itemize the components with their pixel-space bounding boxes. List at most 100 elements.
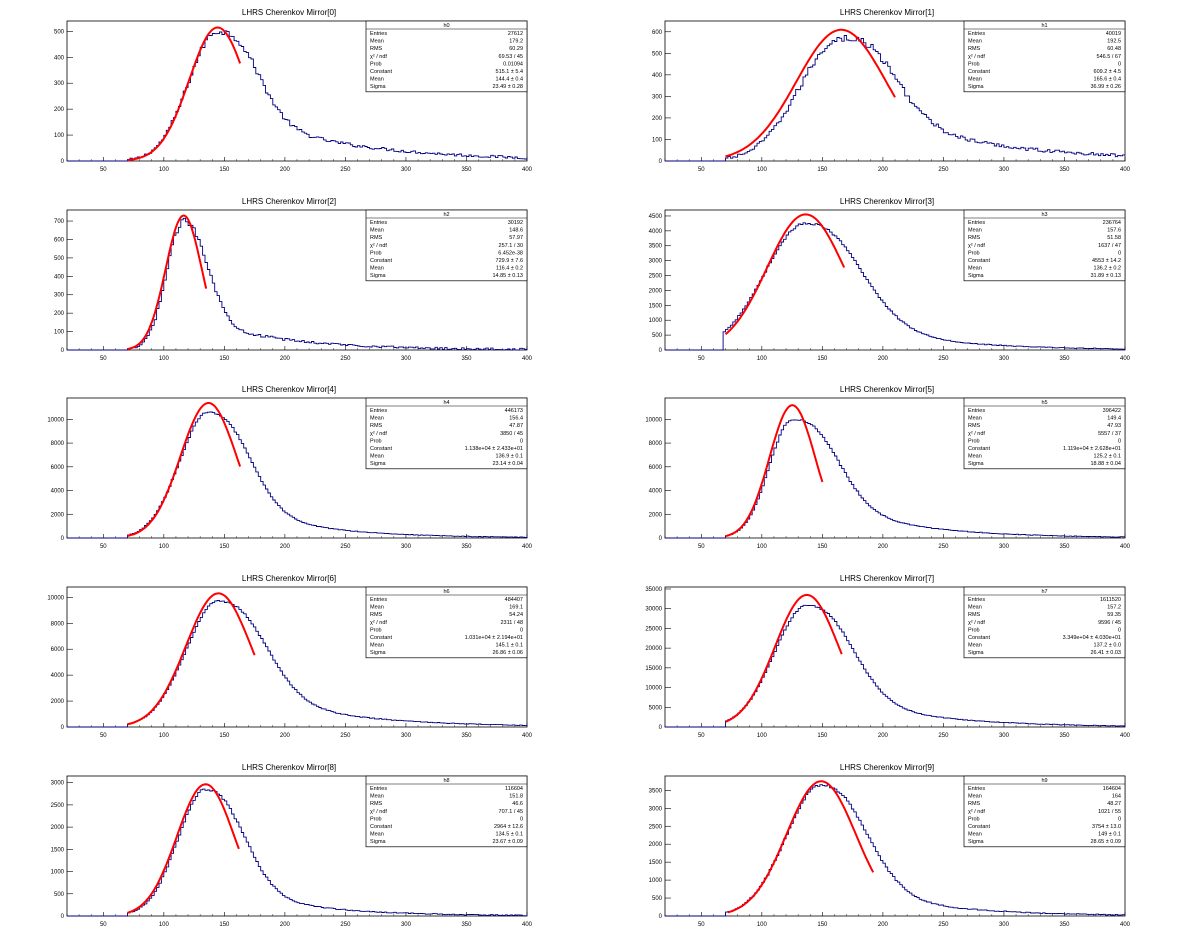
y-tick-label: 500: [54, 256, 65, 262]
chart-title: LHRS Cherenkov Mirror[8]: [242, 763, 336, 772]
stats-value: 9596 / 45: [1098, 620, 1121, 626]
x-tick-label: 400: [1120, 356, 1131, 362]
stats-value: 0: [520, 627, 523, 633]
stats-value: 57.97: [509, 235, 523, 241]
x-tick-label: 350: [1059, 356, 1070, 362]
stats-value: 47.93: [1107, 423, 1121, 429]
x-tick-label: 300: [401, 356, 412, 362]
stats-value: 156.4: [509, 416, 523, 422]
stats-key: Mean: [370, 454, 384, 460]
stats-box: h6 Entries 484407 Mean 169.1 RMS 54.24 χ² / ndf…: [365, 586, 528, 659]
stats-key: RMS: [968, 612, 981, 618]
x-tick-label: 100: [159, 167, 170, 173]
stats-value: 169.1: [509, 605, 523, 611]
stats-value: 26.41 ± 0.03: [1090, 650, 1121, 656]
stats-key: Entries: [370, 220, 387, 226]
stats-value: 157.2: [1107, 605, 1121, 611]
y-tick-label: 10000: [645, 417, 662, 423]
stats-key: Prob: [370, 438, 382, 444]
y-tick-label: 500: [54, 29, 65, 35]
stats-value: 2311 / 48: [500, 620, 523, 626]
stats-key: Mean: [968, 832, 982, 838]
x-tick-label: 50: [698, 167, 705, 173]
stats-key: χ² / ndf: [370, 431, 387, 437]
stats-key: Sigma: [370, 650, 387, 656]
stats-hist-name: h8: [443, 778, 449, 784]
y-tick-label: 300: [54, 293, 65, 299]
stats-value: 4553 ± 14.2: [1092, 258, 1121, 264]
stats-key: Entries: [968, 408, 985, 414]
x-tick-label: 300: [999, 544, 1010, 550]
y-tick-label: 0: [659, 159, 663, 165]
y-tick-label: 2500: [649, 274, 663, 280]
histogram-series: [67, 217, 527, 351]
stats-value: 144.4 ± 0.4: [496, 77, 523, 83]
stats-value: 145.1 ± 0.1: [496, 643, 523, 649]
y-tick-label: 0: [61, 159, 65, 165]
stats-value: 23.49 ± 0.28: [492, 84, 523, 90]
y-tick-label: 4000: [649, 229, 663, 235]
y-tick-label: 1500: [649, 303, 663, 309]
stats-key: χ² / ndf: [968, 243, 985, 249]
x-tick-label: 150: [219, 544, 230, 550]
stats-value: 54.24: [509, 612, 523, 618]
x-tick-label: 200: [280, 922, 291, 928]
x-tick-label: 200: [878, 167, 889, 173]
chart-panel-5: LHRS Cherenkov Mirror[5] 50 100 150 200 250 30…: [645, 385, 1130, 550]
stats-key: Entries: [968, 220, 985, 226]
x-tick-label: 350: [461, 733, 472, 739]
stats-value: 729.9 ± 7.6: [496, 258, 523, 264]
stats-box-frame: [365, 397, 528, 470]
stats-value: 0: [520, 438, 523, 444]
x-tick-label: 50: [100, 356, 107, 362]
x-tick-label: 300: [401, 544, 412, 550]
stats-key: χ² / ndf: [968, 54, 985, 60]
stats-value: 5557 / 37: [1098, 431, 1121, 437]
stats-key: Prob: [968, 438, 980, 444]
x-tick-label: 200: [280, 167, 291, 173]
y-tick-label: 2000: [51, 699, 65, 705]
stats-value: 179.2: [509, 39, 523, 45]
stats-key: Mean: [370, 416, 384, 422]
histogram-series: [665, 604, 1125, 728]
stats-key: Mean: [370, 605, 384, 611]
stats-box: h2 Entries 30192 Mean 148.6 RMS 57.97 χ² / ndf 2…: [365, 209, 528, 282]
y-tick-label: 0: [659, 536, 663, 542]
x-tick-label: 150: [817, 356, 828, 362]
y-tick-label: 100: [54, 133, 65, 139]
y-tick-label: 20000: [645, 646, 662, 652]
stats-hist-name: h5: [1041, 400, 1047, 406]
stats-value: 1637 / 47: [1098, 243, 1121, 249]
x-tick-label: 400: [1120, 922, 1131, 928]
stats-key: Constant: [968, 446, 990, 452]
histogram-series: [665, 419, 1125, 539]
stats-key: χ² / ndf: [370, 620, 387, 626]
stats-box: h5 Entries 396422 Mean 149.4 RMS 47.93 χ² / ndf…: [963, 397, 1126, 470]
stats-box: h8 Entries 116604 Mean 151.8 RMS 46.6 χ² / ndf 7…: [365, 775, 528, 848]
y-tick-label: 1500: [51, 847, 65, 853]
chart-panel-3: LHRS Cherenkov Mirror[3] 50 100 150 200 250 30…: [649, 197, 1131, 362]
stats-key: Prob: [968, 816, 980, 822]
stats-value: 26.86 ± 0.06: [492, 650, 523, 656]
x-tick-label: 400: [522, 733, 533, 739]
stats-value: 157.6: [1107, 228, 1121, 234]
stats-key: Entries: [968, 597, 985, 603]
x-tick-label: 250: [938, 167, 949, 173]
x-tick-label: 300: [999, 922, 1010, 928]
y-tick-label: 100: [652, 137, 663, 143]
stats-value: 136.2 ± 0.2: [1094, 266, 1121, 272]
stats-box: h9 Entries 164604 Mean 164 RMS 48.27 χ² / ndf 10…: [963, 775, 1126, 848]
stats-key: RMS: [370, 423, 383, 429]
chart-title: LHRS Cherenkov Mirror[4]: [242, 385, 336, 394]
stats-box: h3 Entries 236764 Mean 157.6 RMS 51.58 χ² / ndf…: [963, 209, 1126, 282]
x-tick-label: 300: [401, 922, 412, 928]
stats-value: 396422: [1103, 408, 1121, 414]
x-tick-label: 50: [698, 733, 705, 739]
y-tick-label: 35000: [645, 587, 662, 593]
stats-value: 47.87: [509, 423, 523, 429]
stats-value: 149 ± 0.1: [1098, 832, 1121, 838]
stats-key: Prob: [370, 816, 382, 822]
y-tick-label: 200: [54, 107, 65, 113]
stats-value: 3.349e+04 ± 4.030e+01: [1063, 635, 1121, 641]
stats-key: Sigma: [968, 273, 985, 279]
